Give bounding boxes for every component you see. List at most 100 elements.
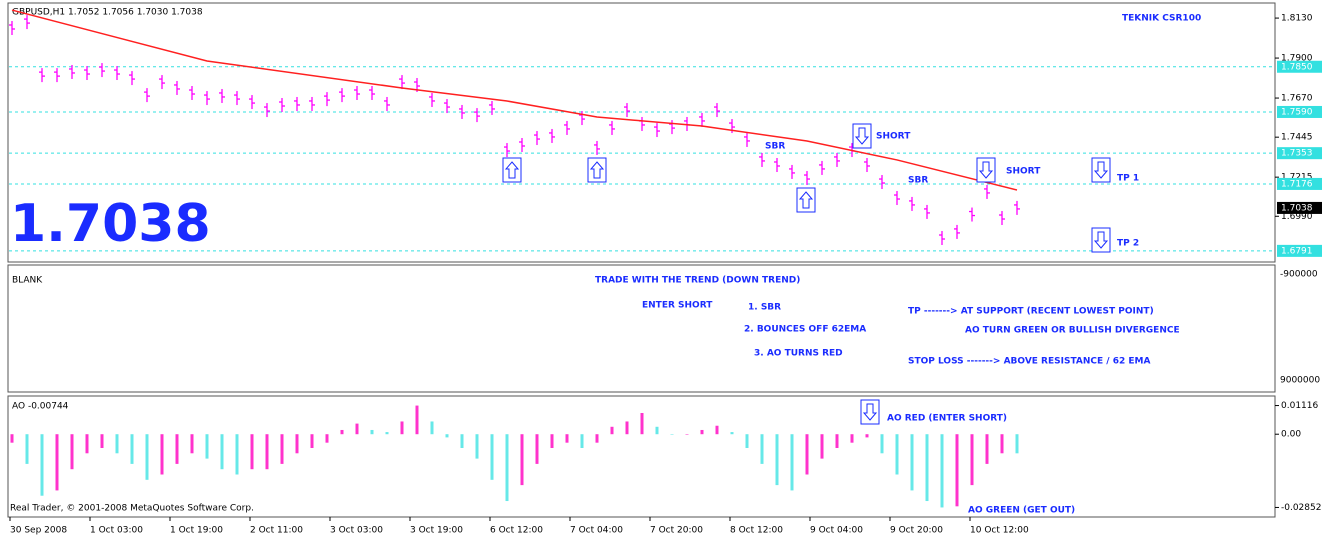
ao-bar (25, 434, 29, 464)
price-bar (69, 64, 75, 79)
price-bar (819, 160, 825, 175)
price-bar (204, 91, 210, 106)
level-box (1277, 147, 1322, 160)
price-bar (999, 211, 1005, 226)
price-bar (189, 86, 195, 101)
note: TP -------> AT SUPPORT (RECENT LOWEST PO… (908, 307, 1154, 317)
ao-bar (580, 434, 584, 449)
ao-bar (1000, 434, 1004, 454)
x-tick-label: 8 Oct 12:00 (730, 526, 783, 536)
price-bar (759, 152, 765, 167)
price-bar (144, 88, 150, 103)
ao-bar (925, 434, 929, 502)
x-tick-label: 2 Oct 11:00 (250, 526, 303, 536)
note: STOP LOSS -------> ABOVE RESISTANCE / 62… (908, 357, 1150, 367)
ao-bar (865, 434, 869, 438)
price-bar (489, 100, 495, 115)
ao-bar (310, 434, 314, 449)
ao-bar (955, 434, 959, 507)
ao-bar (100, 434, 104, 449)
price-bar (324, 92, 330, 107)
ao-bar (595, 434, 599, 443)
ao-bar (985, 434, 989, 464)
price-bar (549, 128, 555, 143)
ao-bar (790, 434, 794, 491)
y-tick-label: 1.7900 (1281, 54, 1313, 64)
pane-title: BLANK (12, 276, 43, 286)
ao-title: AO -0.00744 (12, 402, 69, 412)
ao-bar (355, 423, 359, 435)
price-bar (939, 231, 945, 246)
price-bar (339, 88, 345, 103)
arrow-box (502, 157, 522, 183)
ao-bar (1015, 434, 1019, 454)
x-tick-label: 3 Oct 19:00 (410, 526, 463, 536)
ao-bar (670, 434, 674, 435)
ao-bar (190, 434, 194, 454)
subtitle: TEKNIK CSR100 (1122, 14, 1201, 24)
ao-bar (295, 434, 299, 454)
arrow-box (852, 123, 872, 149)
annotation: SBR (765, 142, 785, 152)
price-bar (909, 196, 915, 211)
annotation: AO GREEN (GET OUT) (968, 506, 1075, 516)
ao-bar (280, 434, 284, 464)
annotation: SHORT (876, 132, 911, 142)
note: AO TURN GREEN OR BULLISH DIVERGENCE (965, 326, 1180, 336)
price-bar (564, 120, 570, 135)
x-tick-label: 30 Sep 2008 (10, 526, 67, 536)
ao-bar (460, 434, 464, 449)
x-tick-label: 7 Oct 20:00 (650, 526, 703, 536)
price-bar (429, 92, 435, 107)
price-bar (174, 80, 180, 95)
ao-bar (895, 434, 899, 475)
ao-bar (175, 434, 179, 464)
ao-bar (655, 426, 659, 435)
ao-bar (820, 434, 824, 459)
ao-bar (85, 434, 89, 454)
x-tick-label: 3 Oct 03:00 (330, 526, 383, 536)
ema-line (11, 9, 1018, 191)
ao-bar (40, 434, 44, 496)
ao-bar (700, 429, 704, 435)
price-bar (9, 20, 15, 35)
x-tick-label: 10 Oct 12:00 (970, 526, 1029, 536)
price-bar (279, 98, 285, 113)
note: TRADE WITH THE TREND (DOWN TREND) (595, 276, 800, 286)
level-box (1277, 105, 1322, 118)
ao-bar (910, 434, 914, 491)
price-bar (474, 108, 480, 123)
price-bar (714, 103, 720, 118)
up-arrow (504, 161, 520, 179)
price-bar (579, 111, 585, 126)
ao-bar (775, 434, 779, 486)
down-arrow (1093, 161, 1109, 179)
y-tick-label: 0.01116 (1281, 401, 1318, 411)
y-tick-label: 1.6990 (1281, 212, 1313, 222)
price-bar (609, 120, 615, 135)
price-bar (159, 75, 165, 90)
ao-bar (550, 434, 554, 449)
arrow-box (976, 157, 996, 183)
price-bar (294, 96, 300, 111)
price-bar (129, 71, 135, 86)
ao-bar (235, 434, 239, 475)
price-bar (249, 95, 255, 110)
arrow-box (587, 157, 607, 183)
ao-bar (940, 434, 944, 508)
ao-bar (220, 434, 224, 470)
ao-bar (445, 434, 449, 438)
ao-bar (535, 434, 539, 464)
ao-bar (610, 426, 614, 435)
level-label: 1.7353 (1281, 149, 1313, 159)
price-bar (534, 131, 540, 146)
ao-bar (685, 434, 689, 435)
price-bar (309, 96, 315, 111)
ao-bar (475, 434, 479, 459)
ao-bar (370, 429, 374, 435)
annotation: TP 1 (1117, 174, 1139, 184)
price-bar (699, 112, 705, 127)
arrow-box (1091, 157, 1111, 183)
x-tick-label: 6 Oct 12:00 (490, 526, 543, 536)
